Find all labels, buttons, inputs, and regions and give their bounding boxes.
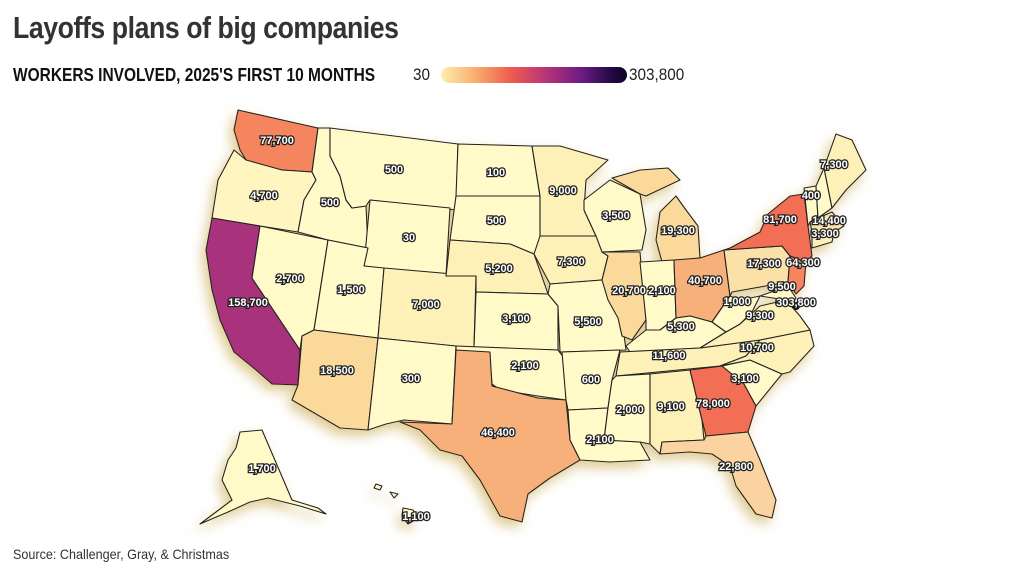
label-ut: 1,500 xyxy=(337,284,365,296)
color-scale-bar xyxy=(440,67,627,83)
label-mt: 500 xyxy=(385,164,403,176)
label-tx: 46,400 xyxy=(481,427,515,439)
state-nc xyxy=(719,329,815,375)
label-nj: 64,300 xyxy=(786,257,820,269)
label-ia: 7,300 xyxy=(557,256,585,268)
label-ak: 1,700 xyxy=(248,463,276,475)
state-hi xyxy=(401,507,419,525)
label-pa: 17,300 xyxy=(747,258,781,270)
label-ky: 5,300 xyxy=(667,321,695,333)
label-mn: 9,000 xyxy=(549,185,577,197)
legend-row: WORKERS INVOLVED, 2025'S FIRST 10 MONTHS… xyxy=(13,63,690,87)
label-ga: 78,000 xyxy=(696,398,730,410)
state-mi-upper xyxy=(611,167,681,197)
label-md: 9,500 xyxy=(768,281,796,293)
state-az xyxy=(291,329,379,431)
label-me: 7,300 xyxy=(820,159,848,171)
state-fl xyxy=(659,431,777,519)
label-oh: 40,700 xyxy=(688,275,722,287)
label-va: 9,300 xyxy=(746,310,774,322)
state-ct xyxy=(811,231,835,249)
dc-marker xyxy=(792,302,800,310)
state-hi-islands xyxy=(373,483,399,499)
state-tx xyxy=(399,349,581,523)
label-mi: 19,300 xyxy=(661,225,695,237)
label-ks: 3,100 xyxy=(502,313,530,325)
label-ca: 158,700 xyxy=(228,297,268,309)
label-ms: 2,000 xyxy=(616,404,644,416)
label-ma: 14,400 xyxy=(812,215,846,227)
label-ny: 81,700 xyxy=(763,214,797,226)
state-ks xyxy=(473,291,559,351)
state-ny xyxy=(723,193,813,263)
label-vt: 400 xyxy=(802,190,820,202)
label-wv: 1,000 xyxy=(723,296,751,308)
label-id: 500 xyxy=(321,197,339,209)
label-ct: 3,300 xyxy=(811,228,839,240)
state-nj xyxy=(787,255,807,295)
state-mi xyxy=(655,195,701,263)
label-ok: 2,100 xyxy=(511,360,539,372)
label-wa: 77,700 xyxy=(260,135,294,147)
state-labels: 77,700 4,700 158,700 2,700 500 500 30 1,… xyxy=(227,134,849,525)
label-az: 18,500 xyxy=(320,365,354,377)
label-nm: 300 xyxy=(402,373,420,385)
label-nv: 2,700 xyxy=(276,273,304,285)
label-sc: 3,100 xyxy=(731,373,759,385)
label-al: 9,100 xyxy=(657,401,685,413)
label-wy: 30 xyxy=(403,232,415,244)
legend-min-label: 30 xyxy=(412,65,430,84)
source-note: Source: Challenger, Gray, & Christmas xyxy=(13,546,230,562)
label-dc: 303,800 xyxy=(776,297,816,309)
label-in: 2,100 xyxy=(648,285,676,297)
label-wi: 3,500 xyxy=(602,210,630,222)
legend-max-label: 303,800 xyxy=(628,65,685,84)
us-choropleth-map: 77,700 4,700 158,700 2,700 500 500 30 1,… xyxy=(199,109,867,525)
label-mo: 5,500 xyxy=(574,316,602,328)
label-il: 20,700 xyxy=(612,285,646,297)
label-tn: 11,600 xyxy=(652,350,685,362)
label-nc: 10,700 xyxy=(740,342,774,354)
label-hi: 1,100 xyxy=(402,511,430,523)
label-ne: 5,200 xyxy=(485,263,513,275)
label-ar: 600 xyxy=(582,374,600,386)
state-wv xyxy=(711,295,761,333)
state-wi xyxy=(583,179,647,253)
chart-subtitle: WORKERS INVOLVED, 2025'S FIRST 10 MONTHS xyxy=(13,64,376,85)
state-me xyxy=(823,133,867,209)
label-nd: 100 xyxy=(487,167,505,179)
label-fl: 22,800 xyxy=(719,461,753,473)
label-or: 4,700 xyxy=(250,190,278,202)
label-sd: 500 xyxy=(487,215,505,227)
chart-title: Layoffs plans of big companies xyxy=(13,10,399,45)
state-md xyxy=(759,285,797,307)
label-la: 2,100 xyxy=(586,434,614,446)
label-co: 7,000 xyxy=(412,299,440,311)
state-ak xyxy=(199,429,327,525)
